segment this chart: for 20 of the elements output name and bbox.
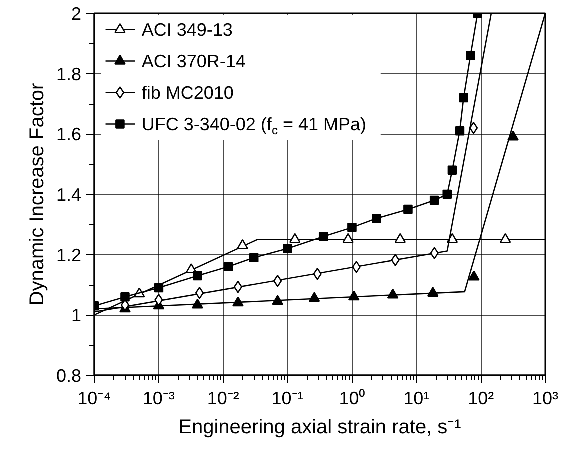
x-tick-label: 10³	[532, 388, 559, 408]
y-axis-title: Dynamic Increase Factor	[26, 83, 48, 306]
legend-label: ACI 370R-14	[142, 51, 246, 72]
x-tick-label: 10²	[468, 388, 494, 408]
y-tick-label: 1.4	[56, 185, 82, 205]
legend-label: ACI 349-13	[142, 20, 233, 40]
x-tick-label: 10⁻¹	[272, 388, 304, 408]
y-tick-label: 0.8	[56, 366, 82, 386]
x-tick-label: 10⁻³	[142, 388, 175, 408]
x-tick-label: 10⁻⁴	[78, 388, 112, 408]
x-tick-label: 10¹	[404, 388, 430, 408]
y-tick-label: 1	[71, 306, 82, 326]
x-axis-title: Engineering axial strain rate, s⁻¹	[178, 416, 462, 438]
y-tick-label: 2	[71, 4, 82, 24]
y-tick-label: 1.6	[56, 124, 82, 145]
y-tick-label: 1.2	[56, 245, 82, 266]
y-tick-label: 1.8	[56, 64, 82, 84]
legend-label: fib MC2010	[142, 82, 234, 103]
x-tick-label: 10⁻²	[207, 388, 240, 408]
x-tick-label: 10⁰	[339, 388, 366, 408]
